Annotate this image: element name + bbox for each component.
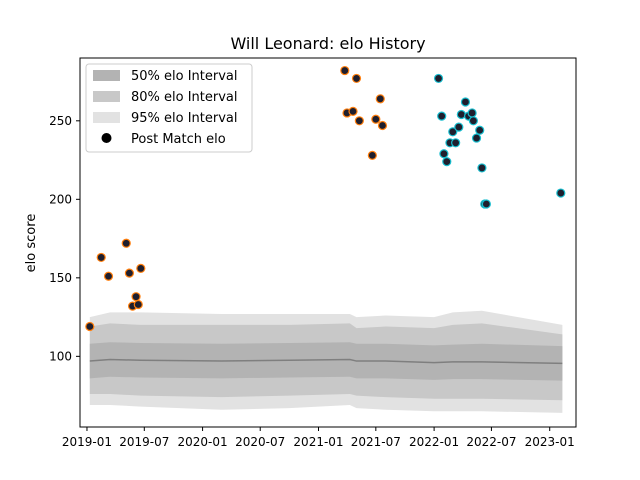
legend-marker-post-match xyxy=(101,133,112,143)
data-point xyxy=(454,122,464,132)
legend-swatch-95 xyxy=(93,112,120,123)
data-point xyxy=(121,238,131,248)
data-point xyxy=(124,268,135,278)
x-tick-label: 2021-01 xyxy=(293,435,343,449)
median-line xyxy=(89,358,563,365)
legend-label-50: 50% elo Interval xyxy=(131,69,238,84)
plot-frame xyxy=(79,57,577,428)
data-point xyxy=(439,149,449,159)
data-point xyxy=(481,199,491,209)
data-point xyxy=(136,263,146,274)
data-point xyxy=(371,114,381,124)
x-tick-label: 2020-01 xyxy=(178,435,228,449)
y-tick-label: 200 xyxy=(49,192,72,206)
data-point xyxy=(451,138,461,148)
y-tick-label: 100 xyxy=(49,349,72,363)
data-point xyxy=(348,106,358,116)
legend: 50% elo Interval 80% elo Interval 95% el… xyxy=(85,63,253,153)
data-point xyxy=(351,73,362,84)
data-point xyxy=(456,109,466,120)
data-point xyxy=(340,65,350,76)
legend-label-80: 80% elo Interval xyxy=(131,90,238,105)
chart-title: Will Leonard: elo History xyxy=(230,34,425,53)
x-axis-ticks: 2019-01 2019-07 2020-01 2020-07 2021-01 2021-… xyxy=(62,427,575,449)
x-tick-label: 2022-01 xyxy=(409,435,459,449)
data-point xyxy=(85,321,95,332)
y-tick-label: 150 xyxy=(49,271,72,285)
data-point xyxy=(556,188,566,198)
data-point xyxy=(468,116,478,126)
legend-swatch-80 xyxy=(93,91,120,102)
legend-box xyxy=(85,63,253,153)
data-point xyxy=(471,133,482,143)
x-tick-label: 2019-01 xyxy=(62,435,112,449)
data-point xyxy=(131,292,141,302)
x-tick-label: 2019-07 xyxy=(119,435,169,449)
data-point xyxy=(475,125,485,135)
x-tick-label: 2023-01 xyxy=(525,435,575,449)
data-point xyxy=(437,111,447,121)
data-point xyxy=(133,299,143,310)
x-tick-label: 2021-07 xyxy=(351,435,401,449)
legend-label-95: 95% elo Interval xyxy=(131,111,238,126)
y-axis-ticks: 100 150 200 250 xyxy=(49,114,80,363)
data-point xyxy=(375,94,385,104)
data-point xyxy=(96,252,106,263)
data-points xyxy=(85,65,566,332)
data-point xyxy=(460,97,471,107)
y-tick-label: 250 xyxy=(49,114,72,128)
data-point xyxy=(433,73,444,84)
y-axis-label: elo score xyxy=(24,214,39,273)
data-point xyxy=(377,120,388,131)
data-point xyxy=(467,108,477,118)
data-point xyxy=(354,116,364,126)
x-tick-label: 2020-07 xyxy=(235,435,285,449)
legend-swatch-50 xyxy=(93,70,120,81)
data-point xyxy=(477,163,487,173)
data-point xyxy=(103,271,114,281)
data-point xyxy=(448,127,458,137)
interval-bands xyxy=(89,310,563,413)
data-point xyxy=(442,157,452,167)
band-50 xyxy=(89,342,563,381)
x-tick-label: 2022-07 xyxy=(466,435,516,449)
data-point xyxy=(367,150,377,160)
legend-label-post-match: Post Match elo xyxy=(131,132,226,147)
